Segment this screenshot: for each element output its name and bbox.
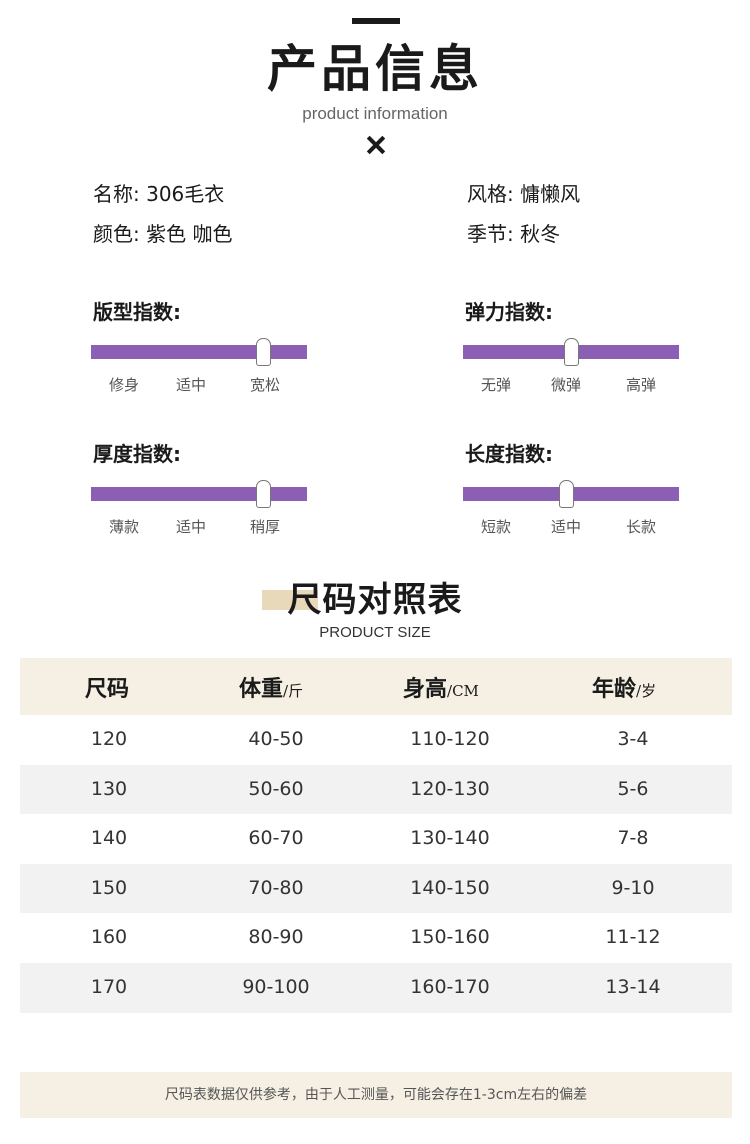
header-weight: 体重/斤 (239, 675, 304, 702)
thickness-index-label: 适中 (176, 518, 207, 536)
thickness-index-label: 稍厚 (250, 518, 281, 536)
length-index-thumb (559, 480, 574, 508)
thickness-index-label: 薄款 (109, 518, 140, 536)
table-cell: 40-50 (248, 728, 304, 750)
table-cell: 140 (90, 827, 128, 850)
elasticity-index-label: 高弹 (626, 376, 657, 394)
page-title: 产品信息 (267, 40, 483, 98)
cross-icon (363, 132, 389, 158)
fit-index-track (91, 338, 307, 366)
size-table: 尺码 体重/斤 身高/CM 年龄/岁 120 40-50 110-120 3-4 130… (20, 658, 732, 1013)
page-subtitle: product information (302, 104, 448, 123)
table-cell: 13-14 (605, 975, 661, 998)
table-cell: 60-70 (248, 827, 304, 850)
table-cell: 140-150 (410, 876, 490, 899)
table-cell: 11-12 (605, 926, 661, 949)
length-index-track (463, 480, 679, 508)
table-cell: 9-10 (611, 876, 655, 899)
fit-index-label: 宽松 (250, 376, 281, 394)
table-cell: 120-130 (410, 777, 490, 800)
title-decoration-bar (352, 18, 400, 24)
length-index-title: 长度指数: (465, 442, 553, 466)
table-cell: 160 (90, 926, 128, 949)
table-row: 130 50-60 120-130 5-6 (20, 764, 732, 815)
thickness-index-title: 厚度指数: (93, 442, 181, 466)
size-table-header: 尺码 体重/斤 身高/CM 年龄/岁 (20, 658, 732, 715)
table-row: 120 40-50 110-120 3-4 (20, 715, 732, 765)
table-cell: 80-90 (248, 926, 304, 949)
header-size: 尺码 (85, 675, 130, 702)
product-name: 名称: 306毛衣 (93, 182, 225, 206)
table-row: 170 90-100 160-170 13-14 (20, 962, 732, 1013)
table-cell: 120 (90, 728, 128, 750)
size-chart-subtitle: PRODUCT SIZE (319, 624, 431, 641)
product-style: 风格: 慵懒风 (467, 182, 581, 206)
header-height: 身高/CM (403, 675, 479, 702)
measurement-note: 尺码表数据仅供参考，由于人工测量，可能会存在1-3cm左右的偏差 (20, 1072, 732, 1118)
table-cell: 3-4 (617, 728, 649, 750)
elasticity-index-thumb (564, 338, 579, 366)
product-season: 季节: 秋冬 (467, 222, 561, 246)
table-cell: 150 (90, 876, 128, 899)
fit-index-label: 适中 (176, 376, 207, 394)
table-row: 160 80-90 150-160 11-12 (20, 913, 732, 963)
table-cell: 130-140 (410, 827, 490, 850)
table-row: 150 70-80 140-150 9-10 (20, 863, 732, 914)
thickness-index-thumb (256, 480, 271, 508)
product-color: 颜色: 紫色 咖色 (93, 222, 233, 246)
elasticity-index-label: 无弹 (481, 376, 512, 394)
length-index-label: 短款 (481, 518, 512, 536)
table-cell: 150-160 (410, 926, 490, 949)
size-title-highlight (262, 590, 318, 610)
header-age: 年龄/岁 (592, 675, 657, 702)
table-cell: 70-80 (248, 876, 304, 899)
table-cell: 130 (90, 777, 128, 800)
table-row: 140 60-70 130-140 7-8 (20, 814, 732, 864)
table-cell: 110-120 (410, 728, 490, 750)
length-index-label: 适中 (551, 518, 582, 536)
table-cell: 7-8 (617, 827, 649, 850)
fit-index-thumb (256, 338, 271, 366)
thickness-index-track (91, 480, 307, 508)
table-cell: 50-60 (248, 777, 304, 800)
table-cell: 5-6 (617, 777, 649, 800)
elasticity-index-label: 微弹 (551, 376, 582, 394)
table-cell: 170 (90, 975, 128, 998)
fit-index-title: 版型指数: (93, 300, 181, 324)
size-chart-title: 尺码对照表 (287, 580, 463, 620)
length-index-label: 长款 (626, 518, 657, 536)
table-cell: 90-100 (242, 975, 310, 998)
elasticity-index-track (463, 338, 679, 366)
table-cell: 160-170 (410, 975, 490, 998)
elasticity-index-title: 弹力指数: (465, 300, 553, 324)
size-table-body: 120 40-50 110-120 3-4 130 50-60 120-130 5-6 140 6… (20, 715, 732, 1013)
fit-index-label: 修身 (109, 376, 140, 394)
